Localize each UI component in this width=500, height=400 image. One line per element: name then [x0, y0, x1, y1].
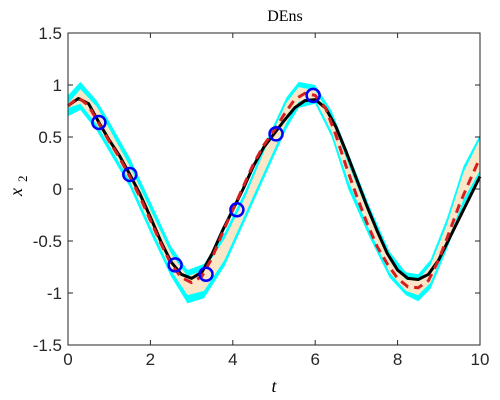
- x-tick-label: 10: [471, 350, 490, 369]
- observation-marker: [91, 114, 107, 131]
- observation-marker: [167, 257, 183, 273]
- confidence-band: [68, 87, 480, 296]
- x-tick-label: 8: [393, 350, 402, 369]
- y-axis-label-sub: 2: [15, 176, 30, 183]
- y-tick-label: 0: [53, 180, 62, 199]
- x-axis-label: t: [271, 376, 277, 396]
- observation-marker: [268, 126, 284, 142]
- x-tick-label: 0: [63, 350, 72, 369]
- y-tick-label: 1: [53, 76, 62, 95]
- y-tick-label: 0.5: [38, 128, 62, 147]
- x-tick-label: 6: [310, 350, 319, 369]
- plot-area: [67, 81, 482, 304]
- observation-marker: [305, 87, 321, 104]
- y-axis-label: x 2: [6, 176, 30, 198]
- y-tick-label: -0.5: [33, 232, 62, 251]
- axis-ticks: 0 2 4 6 8 10 -1.5 -1 -0.5 0 0.5 1 1.5: [33, 24, 490, 369]
- x-tick-label: 2: [146, 350, 155, 369]
- x-tick-label: 4: [228, 350, 237, 369]
- y-tick-label: -1: [47, 284, 62, 303]
- y-tick-label: -1.5: [33, 336, 62, 355]
- y-tick-label: 1.5: [38, 24, 62, 43]
- mean-prediction-line: [67, 91, 482, 290]
- observation-marker: [198, 266, 214, 283]
- ensemble-range-band: [68, 81, 480, 304]
- observation-marker: [229, 202, 245, 218]
- y-axis-label-main: x: [6, 188, 26, 197]
- chart-title: DEns: [267, 8, 303, 25]
- observation-marker: [122, 166, 138, 183]
